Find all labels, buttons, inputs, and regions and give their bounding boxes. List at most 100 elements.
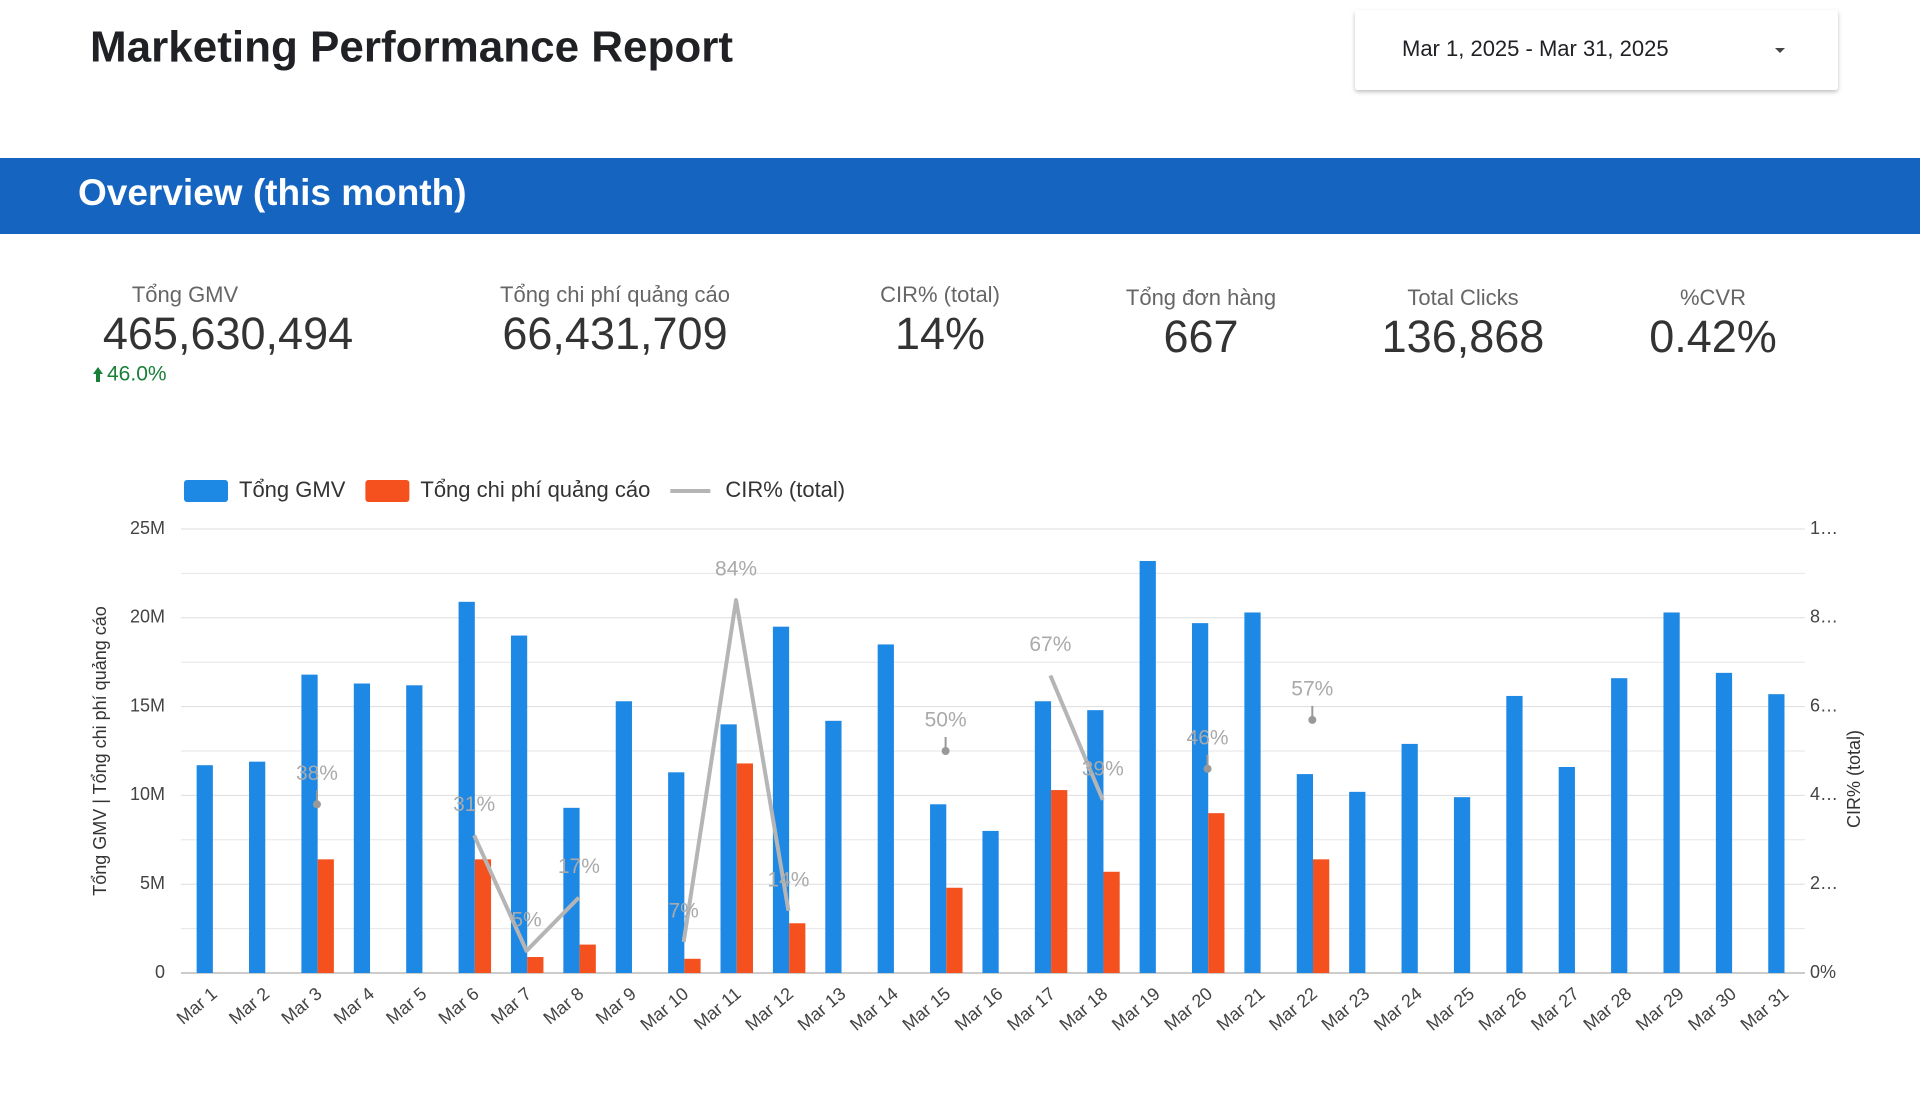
x-tick-label: Mar 1 [173,983,221,1028]
x-tick-label: Mar 25 [1422,983,1478,1034]
bar [1087,710,1104,973]
bar [1768,694,1785,973]
y2-tick-label: 6… [1810,695,1838,715]
bar [563,807,580,973]
data-label: 57% [1291,677,1333,700]
x-tick-label: Mar 5 [382,983,430,1028]
kpi-value: 465,630,494 [103,308,353,359]
x-tick-label: Mar 14 [846,983,902,1034]
data-label: 5% [511,908,541,931]
bar [317,859,334,973]
x-tick-label: Mar 16 [951,983,1007,1034]
bar [1191,623,1209,973]
y2-axis-title: CIR% (total) [1844,730,1864,828]
bar [720,724,737,973]
point [312,800,321,809]
x-tick-label: Mar 26 [1475,983,1531,1034]
x-tick-label: Mar 12 [741,983,797,1034]
bar [877,644,894,973]
data-label: 38% [296,762,338,785]
x-tick-label: Mar 15 [898,983,954,1034]
bar [1296,774,1314,973]
bar [1715,672,1733,973]
y-tick-label: 10M [130,784,165,804]
bar [615,701,632,973]
up-arrow [93,367,103,382]
x-tick-label: Mar 19 [1108,983,1164,1034]
data-label: 31% [453,793,495,816]
legend-label: CIR% (total) [725,477,845,502]
kpi-label: Tổng đơn hàng [1126,285,1276,310]
bar [474,859,492,973]
x-tick-label: Mar 10 [637,983,693,1034]
bar [1349,791,1366,973]
kpi-label: Tổng chi phí quảng cáo [500,282,730,307]
y2-tick-label: 4… [1810,784,1838,804]
date-picker[interactable] [1355,10,1838,90]
x-tick-label: Mar 21 [1213,983,1269,1034]
data-label: 84% [715,558,757,581]
bar [825,720,842,973]
dropdown-arrow[interactable] [1775,48,1785,53]
bar [1401,743,1418,973]
x-tick-label: Mar 13 [794,983,850,1034]
data-label: 17% [558,855,600,878]
kpi-value: 136,868 [1382,311,1545,362]
kpi-label: CIR% (total) [880,282,1000,307]
data-label: 50% [925,709,967,732]
x-tick-label: Mar 31 [1737,983,1793,1034]
bar [684,958,701,973]
y2-tick-label: 8… [1810,607,1838,627]
kpi-value: 66,431,709 [502,308,727,359]
x-tick-label: Mar 7 [487,983,535,1028]
bar [458,601,475,973]
kpi-change: 46.0% [107,363,167,386]
x-tick-label: Mar 2 [225,983,273,1028]
bar [1139,560,1156,973]
bar [772,626,790,973]
kpi-value: 14% [895,308,985,359]
bar [736,763,753,973]
y-tick-label: 15M [130,695,165,715]
kpi-value: 667 [1163,311,1238,362]
x-tick-label: Mar 27 [1527,983,1583,1034]
x-tick-label: Mar 22 [1265,983,1321,1034]
x-tick-label: Mar 29 [1632,983,1688,1034]
bar [1103,871,1120,973]
x-tick-label: Mar 6 [435,983,483,1028]
point [941,747,950,755]
bar [1034,701,1052,973]
bar [249,761,266,973]
x-tick-label: Mar 23 [1318,983,1374,1034]
x-tick-label: Mar 20 [1160,983,1216,1034]
bar [353,683,371,973]
y-tick-label: 20M [130,607,165,627]
x-tick-label: Mar 24 [1370,983,1426,1034]
bar [930,804,947,973]
x-tick-label: Mar 11 [690,983,745,1033]
bar [982,830,999,973]
kpi-label: Total Clicks [1407,285,1518,310]
data-label: 7% [668,899,698,922]
x-tick-label: Mar 3 [277,983,325,1028]
bar [789,923,806,973]
bar [1313,859,1330,973]
legend-label: Tổng chi phí quảng cáo [420,477,650,502]
kpi-value: 0.42% [1649,311,1777,362]
legend-label: Tổng GMV [239,477,346,502]
y-axis-title: Tổng GMV | Tổng chi phí quảng cáo [90,606,110,896]
y2-tick-label: 2… [1810,873,1838,893]
bar [668,772,685,973]
bar [1244,612,1261,973]
bar [510,635,528,973]
y-tick-label: 0 [155,962,165,982]
x-tick-label: Mar 18 [1056,983,1112,1034]
data-label: 39% [1082,757,1124,780]
legend-swatch [184,480,228,502]
date-range[interactable]: Mar 1, 2025 - Mar 31, 2025 [1402,36,1669,61]
x-tick-label: Mar 9 [592,983,640,1028]
x-tick-label: Mar 17 [1003,983,1059,1034]
point [1203,764,1212,773]
